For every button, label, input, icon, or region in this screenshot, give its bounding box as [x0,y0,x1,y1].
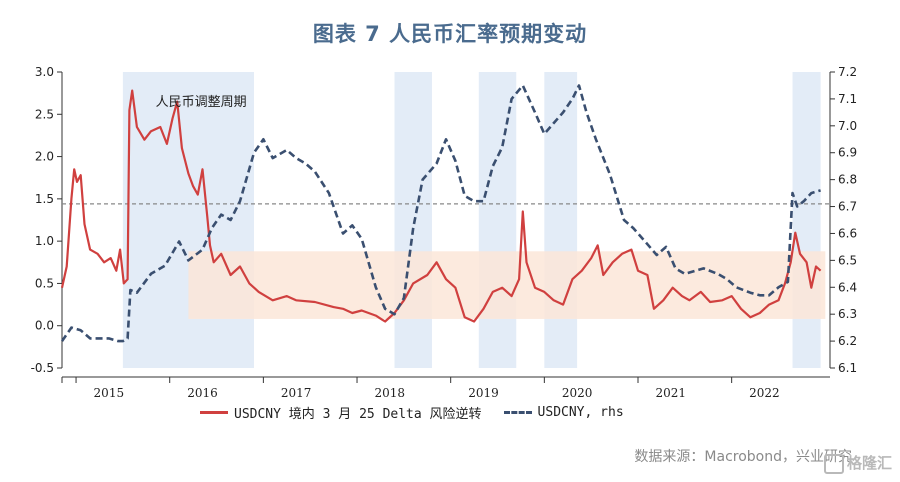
y-right-tick-label-11: 7.2 [838,65,857,79]
y-right-tick-label-6: 6.7 [838,200,857,214]
legend-item-risk-reversal: USDCNY 境内 3 月 25 Delta 风险逆转 [200,403,482,422]
series-line-0 [60,89,822,323]
y-left-tick-label-3: 1.0 [35,234,54,248]
y-left-tick-label-6: 2.5 [35,107,54,121]
y-right-tick-label-8: 6.9 [838,146,857,160]
annotation-adjustment-cycle: 人民币调整周期 [156,95,247,110]
y-left-tick-label-5: 2.0 [35,150,54,164]
series-line-1 [60,84,821,343]
x-tick-label-1: 2016 [187,386,218,400]
x-tick-label-3: 2018 [375,386,406,400]
y-right-tick-label-2: 6.3 [838,307,857,321]
y-left-tick-label-2: 0.5 [35,276,54,290]
legend-swatch-solid [200,410,228,414]
shaded-period-2 [478,72,517,368]
x-tick-label-0: 2015 [94,386,125,400]
y-right-tick-label-10: 7.1 [838,92,857,106]
watermark-logo-icon [823,453,844,474]
y-right-tick-label-1: 6.2 [838,334,857,348]
data-source-note: 数据来源：Macrobond，兴业研究 [634,449,852,465]
shaded-period-1 [394,72,432,368]
legend-item-usdcny: USDCNY, rhs [503,404,624,420]
y-right-tick-label-5: 6.6 [838,226,857,240]
x-tick-label-6: 2021 [656,386,687,400]
x-tick-label-7: 2022 [749,386,780,400]
chart-legend: USDCNY 境内 3 月 25 Delta 风险逆转 USDCNY, rhs [200,402,646,422]
y-left-tick-label-0: -0.5 [31,361,54,375]
legend-label-risk-reversal: USDCNY 境内 3 月 25 Delta 风险逆转 [234,406,482,422]
y-right-tick-label-4: 6.5 [838,253,857,267]
shaded-period-0 [122,72,254,368]
chart-title: 图表 7 人民币汇率预期变动 [312,22,588,46]
legend-label-usdcny: USDCNY, rhs [537,404,624,420]
x-tick-label-5: 2020 [562,386,593,400]
y-left-tick-label-1: 0.0 [35,319,54,333]
y-right-tick-label-7: 6.8 [838,173,857,187]
y-right-tick-label-9: 7.0 [838,119,857,133]
watermark: 格隆汇 [823,452,892,474]
shaded-period-3 [544,72,578,368]
y-left-tick-label-4: 1.5 [35,192,54,206]
x-tick-label-2: 2017 [281,386,312,400]
y-left-tick-label-7: 3.0 [35,65,54,79]
range-band [188,251,826,319]
x-tick-label-4: 2019 [468,386,499,400]
y-right-tick-label-3: 6.4 [838,280,857,294]
legend-swatch-dashed [503,410,532,414]
shaded-period-4 [792,72,821,368]
watermark-text: 格隆汇 [846,454,892,472]
y-right-tick-label-0: 6.1 [838,361,857,375]
